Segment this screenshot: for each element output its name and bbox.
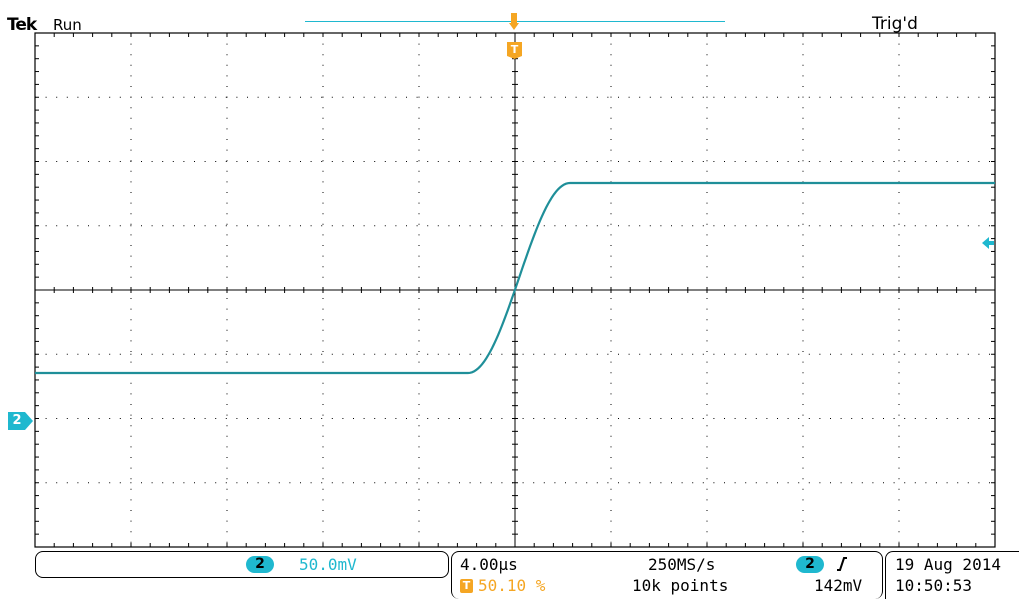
tek-logo: Tek xyxy=(7,15,37,35)
trigger-position-marker[interactable]: T xyxy=(507,42,522,59)
channel-2-ground-marker[interactable]: 2 xyxy=(8,412,34,430)
channel-2-waveform xyxy=(35,181,995,375)
time-per-division: 4.00µs xyxy=(460,555,518,574)
sample-rate: 250MS/s xyxy=(648,555,716,574)
rising-edge-icon xyxy=(836,556,848,572)
trigger-level-arrow-icon[interactable] xyxy=(982,234,994,249)
trigger-level: 142mV xyxy=(814,576,863,595)
time: 10:50:53 xyxy=(895,576,973,595)
channel-2-settings-panel[interactable]: 2 50.0mV xyxy=(35,551,449,578)
channel-2-scale: 50.0mV xyxy=(299,555,357,574)
record-length: 10k points xyxy=(632,576,729,595)
trigger-position-marker-label: T xyxy=(510,43,519,56)
trigger-position-icon: T xyxy=(460,579,473,593)
trigger-status-label: Trig'd xyxy=(872,14,918,34)
date: 19 Aug 2014 xyxy=(895,555,1001,574)
datetime-panel: 19 Aug 2014 10:50:53 xyxy=(885,551,1019,599)
trigger-source-badge: 2 xyxy=(796,556,824,573)
record-view-trigger-marker xyxy=(509,13,519,31)
channel-2-badge: 2 xyxy=(246,556,274,573)
trigger-position-percent: 50.10 % xyxy=(478,576,546,595)
timebase-panel[interactable]: 4.00µs T 50.10 % 250MS/s 10k points 2 14… xyxy=(451,551,883,599)
acquisition-state-label: Run xyxy=(53,16,82,34)
channel-2-ground-marker-label: 2 xyxy=(12,413,22,428)
